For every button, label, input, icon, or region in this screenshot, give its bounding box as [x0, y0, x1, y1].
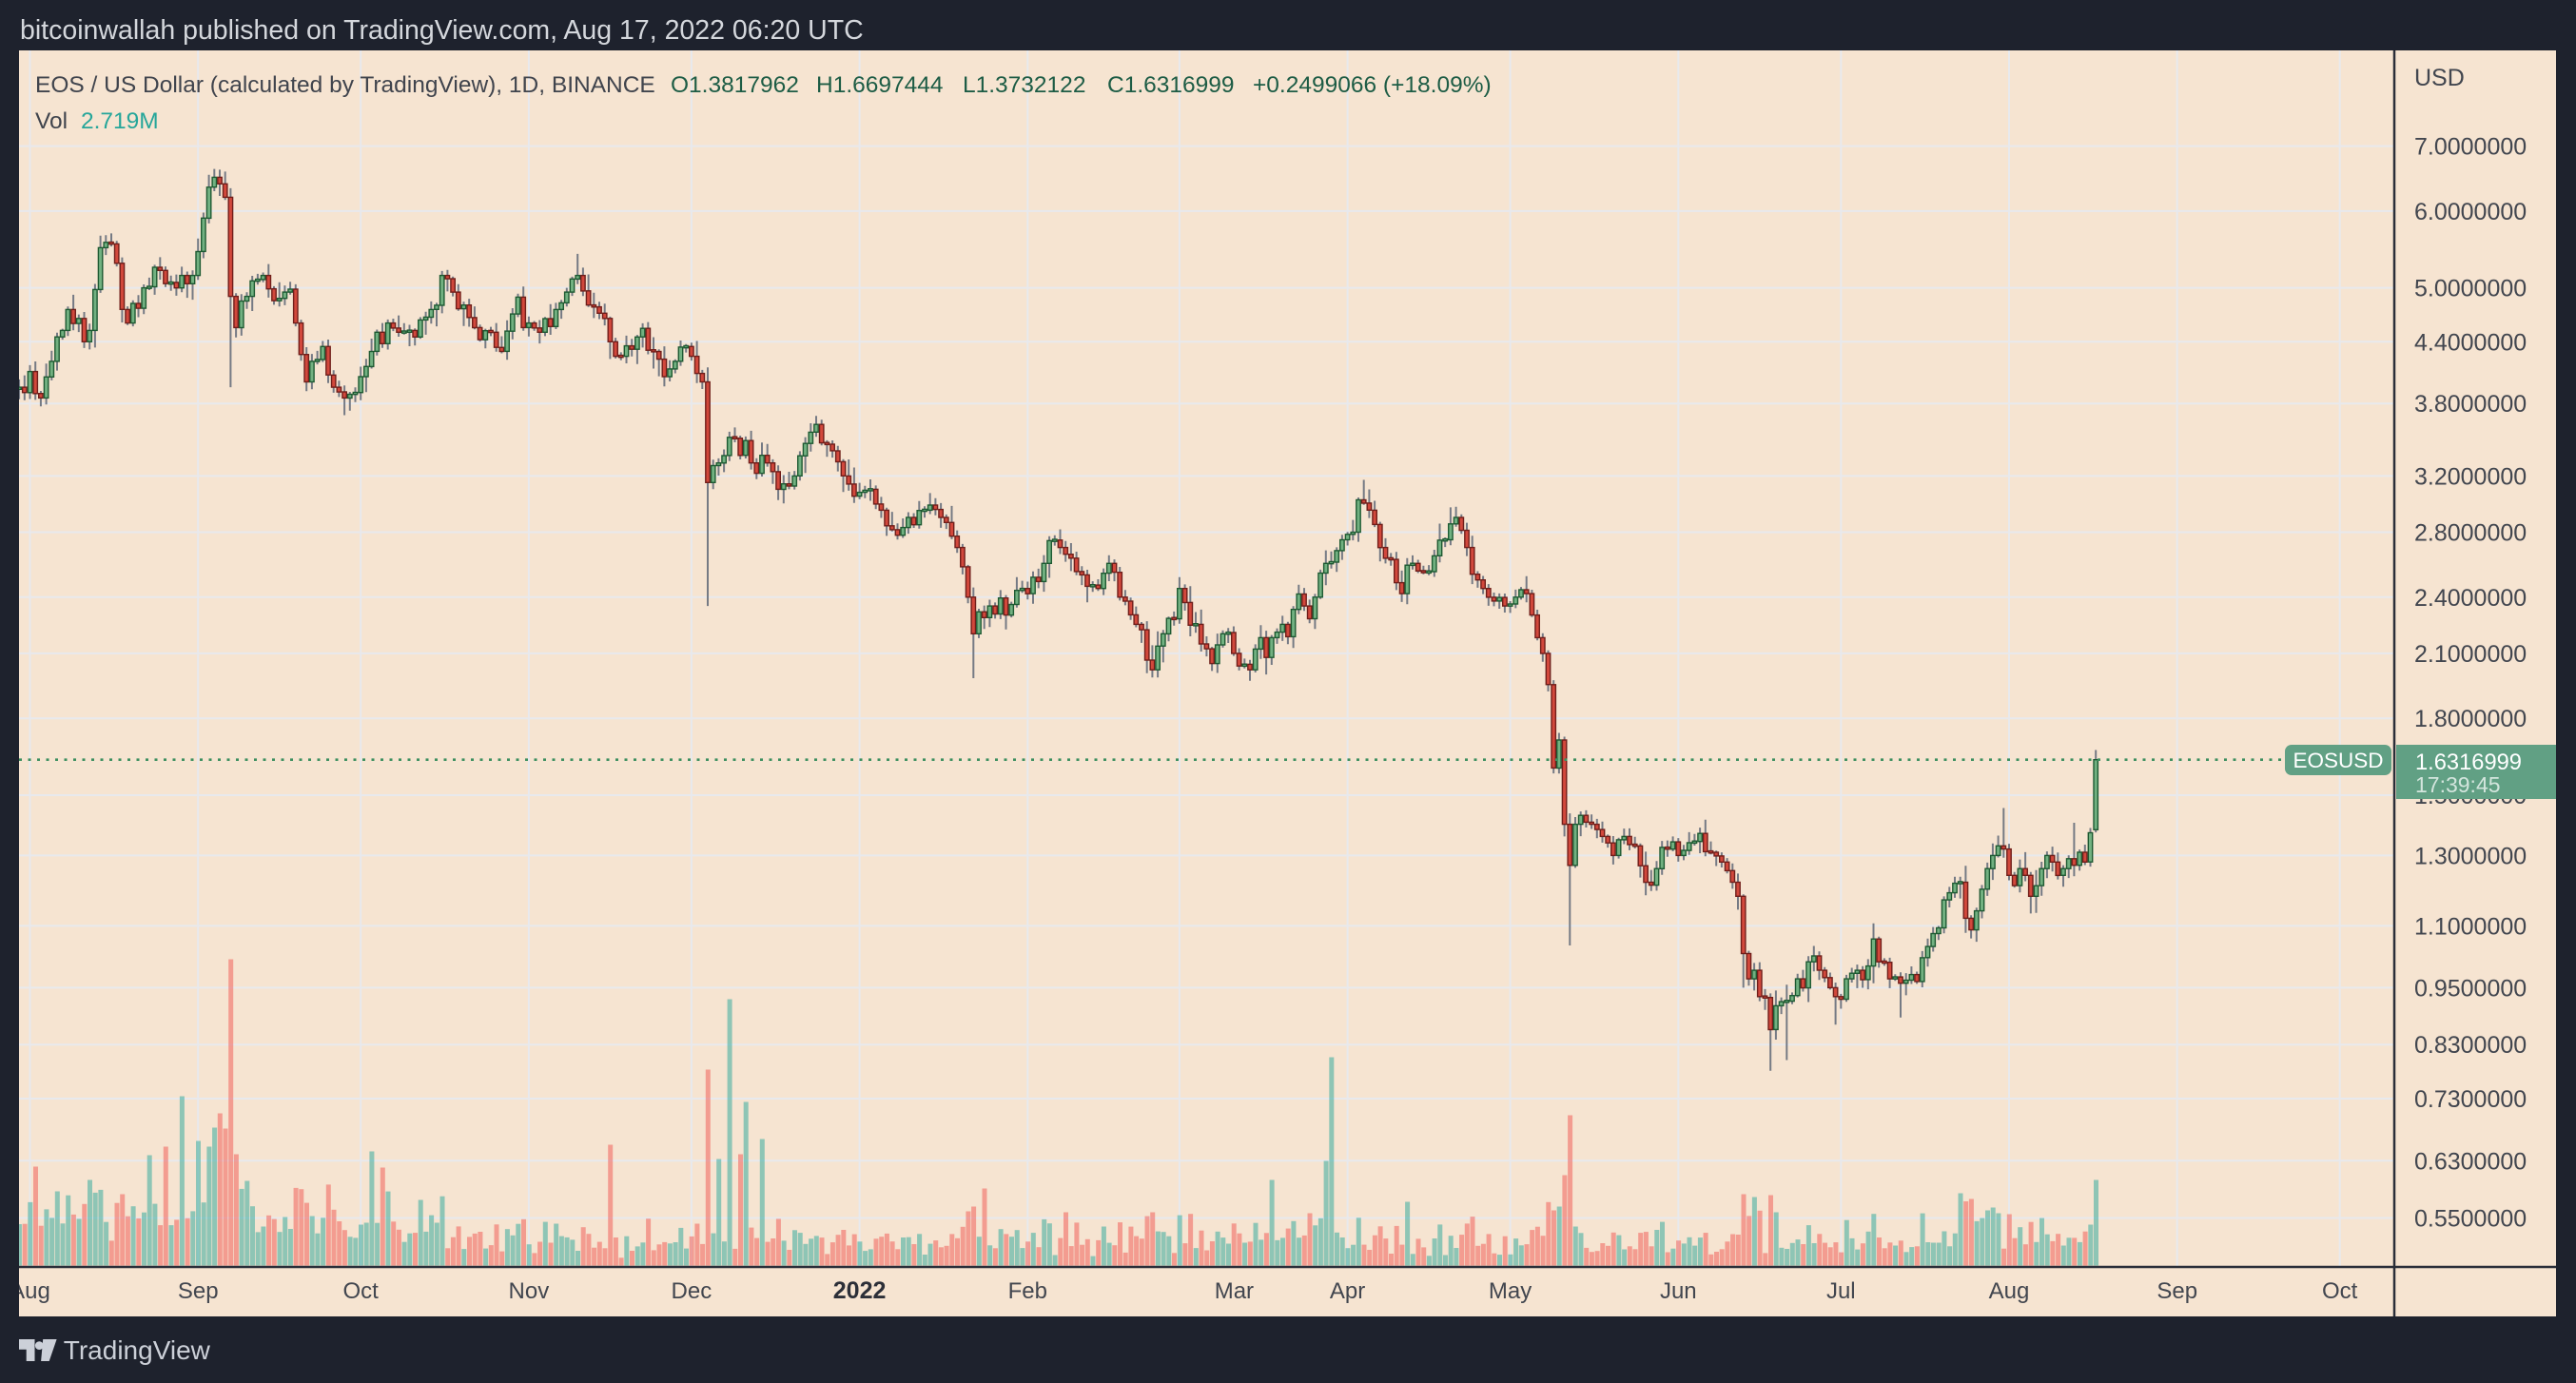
svg-text:17:39:45: 17:39:45 [2415, 772, 2501, 797]
svg-text:Jun: Jun [1660, 1278, 1697, 1304]
svg-text:Sep: Sep [178, 1278, 219, 1304]
svg-text:2.4000000: 2.4000000 [2414, 585, 2527, 612]
svg-text:May: May [1489, 1278, 1532, 1304]
svg-text:0.7300000: 0.7300000 [2414, 1086, 2527, 1113]
svg-text:Aug: Aug [1989, 1278, 2030, 1304]
svg-text:EOS / US Dollar (calculated by: EOS / US Dollar (calculated by TradingVi… [35, 72, 1492, 98]
svg-text:bitcoinwallah published on Tra: bitcoinwallah published on TradingView.c… [20, 15, 864, 46]
svg-text:0.9500000: 0.9500000 [2414, 975, 2527, 1002]
svg-text:USD: USD [2414, 65, 2465, 91]
svg-text:2.8000000: 2.8000000 [2414, 520, 2527, 547]
svg-text:6.0000000: 6.0000000 [2414, 199, 2527, 225]
svg-text:1.3000000: 1.3000000 [2414, 843, 2527, 869]
svg-text:Dec: Dec [672, 1278, 712, 1304]
svg-text:Oct: Oct [2322, 1278, 2358, 1304]
svg-text:5.0000000: 5.0000000 [2414, 276, 2527, 302]
svg-text:0.5500000: 0.5500000 [2414, 1206, 2527, 1233]
svg-text:0.6300000: 0.6300000 [2414, 1148, 2527, 1175]
svg-text:1.1000000: 1.1000000 [2414, 913, 2527, 940]
svg-text:1.6316999: 1.6316999 [2415, 750, 2522, 775]
svg-text:4.4000000: 4.4000000 [2414, 329, 2527, 356]
svg-text:7.0000000: 7.0000000 [2414, 134, 2527, 161]
svg-text:Apr: Apr [1330, 1278, 1365, 1304]
svg-text:3.2000000: 3.2000000 [2414, 463, 2527, 490]
svg-text:3.8000000: 3.8000000 [2414, 391, 2527, 418]
svg-text:TradingView: TradingView [64, 1335, 211, 1365]
svg-text:EOSUSD: EOSUSD [2293, 749, 2383, 772]
svg-text:Nov: Nov [509, 1278, 550, 1304]
svg-text:0.8300000: 0.8300000 [2414, 1032, 2527, 1059]
svg-text:Mar: Mar [1215, 1278, 1254, 1304]
svg-text:Aug: Aug [10, 1278, 50, 1304]
svg-text:Feb: Feb [1008, 1278, 1047, 1304]
svg-text:Sep: Sep [2156, 1278, 2197, 1304]
svg-text:2022: 2022 [833, 1277, 887, 1304]
svg-text:Oct: Oct [343, 1278, 380, 1304]
svg-text:1.8000000: 1.8000000 [2414, 706, 2527, 732]
svg-text:Jul: Jul [1826, 1278, 1856, 1304]
svg-text:2.1000000: 2.1000000 [2414, 641, 2527, 668]
